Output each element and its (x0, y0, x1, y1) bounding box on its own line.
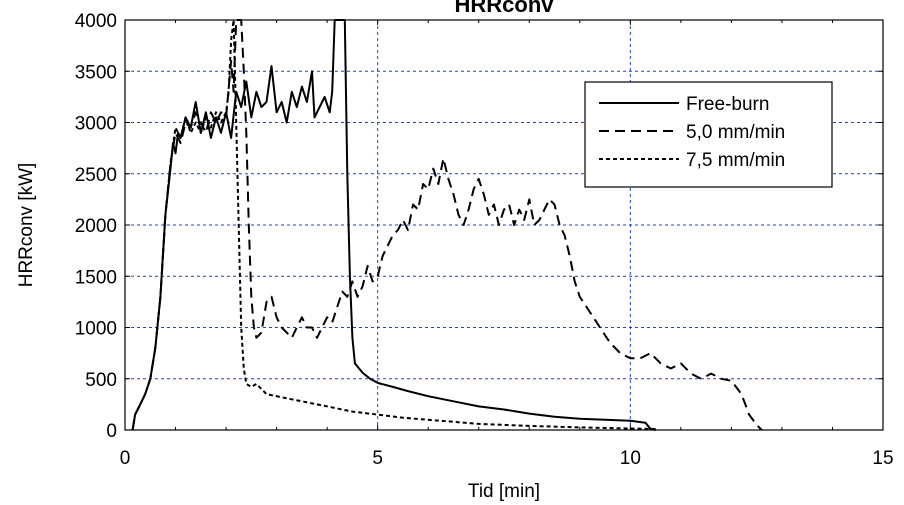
y-tick-label: 1500 (75, 267, 117, 288)
legend-box (584, 81, 833, 188)
y-tick-label: 3000 (75, 114, 117, 135)
y-tick-label: 2000 (75, 216, 117, 237)
y-tick-label: 4000 (75, 11, 117, 32)
x-tick-label: 10 (620, 448, 641, 469)
legend-label-3: 7,5 mm/min (686, 150, 785, 171)
y-tick-label: 500 (85, 370, 117, 391)
series-line-1 (131, 19, 656, 431)
legend-label-2: 5,0 mm/min (686, 122, 785, 143)
x-tick-label: 0 (120, 448, 131, 469)
series-lines (131, 19, 763, 431)
y-tick-label: 2500 (75, 165, 117, 186)
y-tick-label: 3500 (75, 62, 117, 83)
legend: Free-burn 5,0 mm/min 7,5 mm/min (584, 81, 833, 188)
x-axis-title: Tid [min] (468, 481, 540, 502)
series-line-3 (131, 19, 656, 431)
chart-title: HRRconv (454, 0, 554, 17)
axis-ticks: 0 500 1000 1500 2000 2500 3000 3500 4000 0 5 10 15 (75, 11, 894, 469)
y-tick-label: 1000 (75, 319, 117, 340)
x-tick-label: 15 (872, 448, 893, 469)
legend-label-1: Free-burn (686, 94, 769, 115)
y-axis-title: HRRconv [kW] (16, 163, 37, 288)
x-tick-label: 5 (372, 448, 383, 469)
y-tick-label: 0 (106, 421, 117, 442)
